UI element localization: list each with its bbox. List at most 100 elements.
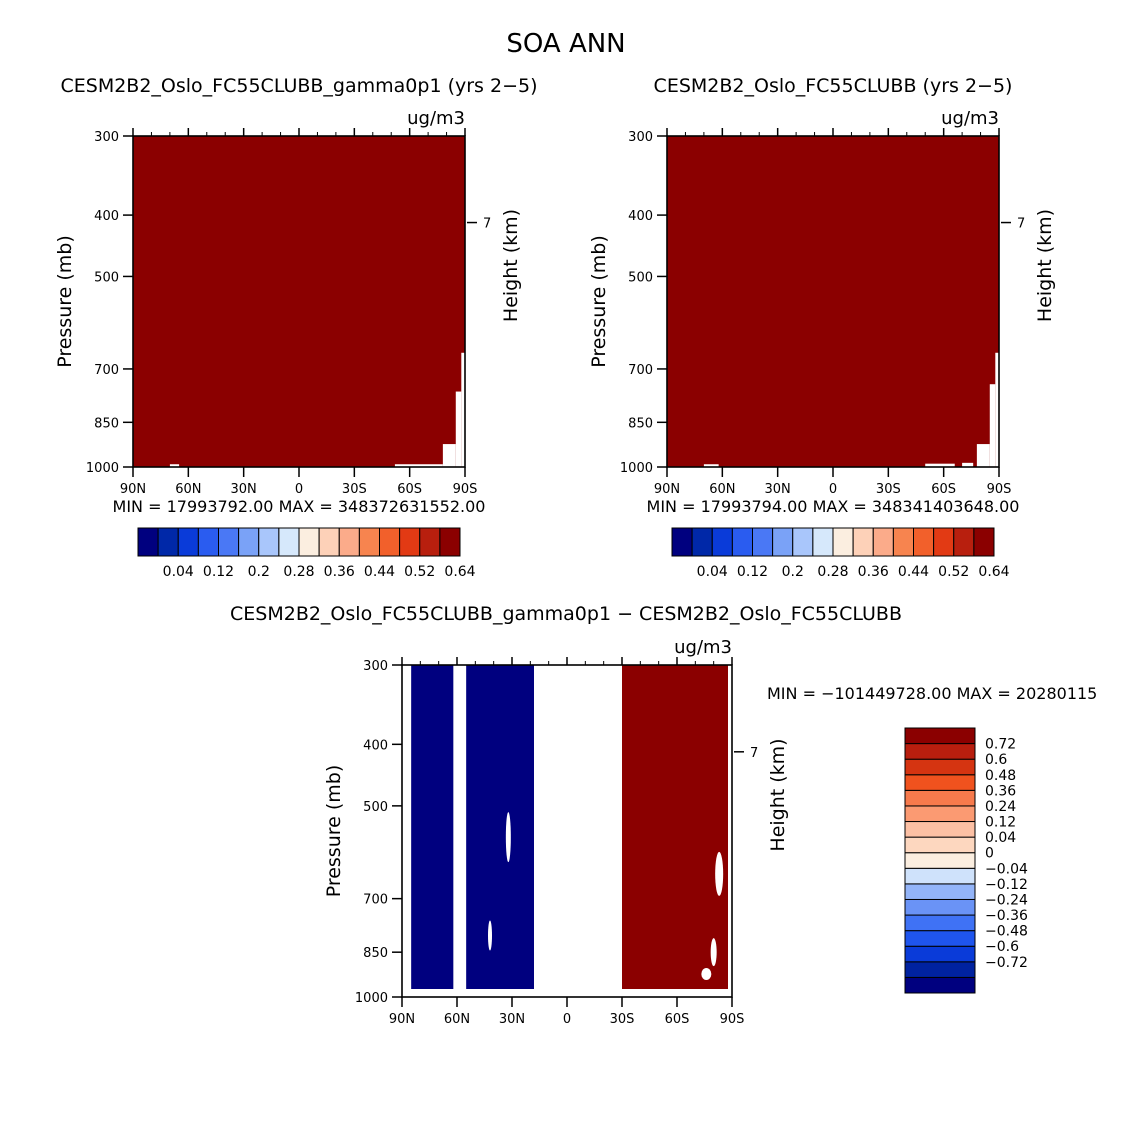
field-hole [701, 968, 712, 981]
colorbar-box [772, 527, 794, 557]
colorbar-box [904, 774, 976, 791]
positive-band [622, 665, 728, 989]
x-tick-label: 0 [829, 482, 837, 497]
colorbar-label: 0.44 [364, 564, 395, 580]
y2-axis-label: Height (km) [500, 209, 522, 322]
units-label: ug/m3 [674, 637, 732, 658]
colorbar-label: −0.6 [985, 939, 1019, 955]
field-fill [667, 136, 999, 467]
colorbar-box [439, 527, 461, 557]
colorbar-label: 0.64 [444, 564, 475, 580]
field-gap [442, 444, 456, 467]
x-tick-label: 30N [499, 1012, 525, 1027]
x-tick-label: 60S [397, 482, 422, 497]
colorbar-box [904, 898, 976, 916]
y2-axis-label: Height (km) [1034, 209, 1056, 322]
colorbar-label: 0 [985, 846, 994, 862]
colorbar-label: 0.04 [985, 830, 1016, 846]
panel-control: CESM2B2_Oslo_FC55CLUBB (yrs 2−5) ug/m3 300… [588, 75, 1056, 580]
x-tick-label: 30N [231, 482, 257, 497]
y-tick-label: 500 [628, 270, 653, 285]
y-tick-label: 500 [363, 800, 388, 815]
y-tick-label: 300 [94, 130, 119, 145]
colorbar-box [671, 527, 693, 557]
y-axis-label: Pressure (mb) [54, 235, 76, 368]
field-hole [454, 786, 460, 847]
field-gap [703, 464, 719, 467]
colorbar-box [358, 527, 380, 557]
y-tick-label: 500 [94, 270, 119, 285]
min-max-label: MIN = 17993792.00 MAX = 348372631552.00 [113, 497, 486, 516]
field-gap [455, 391, 462, 467]
x-tick-label: 60S [931, 482, 956, 497]
colorbar-label: 0.44 [898, 564, 929, 580]
colorbar-label: 0.6 [985, 752, 1007, 768]
negative-band [466, 665, 534, 989]
colorbar-box [904, 945, 976, 963]
units-label: ug/m3 [941, 108, 999, 129]
x-tick-label: 90N [654, 482, 680, 497]
colorbar-label: 0.12 [985, 815, 1016, 831]
y-axis-label: Pressure (mb) [588, 235, 610, 368]
x-tick-label: 90N [120, 482, 146, 497]
colorbar-box [338, 527, 360, 557]
colorbar-label: 0.12 [203, 564, 234, 580]
y-axis-label: Pressure (mb) [323, 765, 345, 898]
y-tick-label: 300 [363, 659, 388, 674]
colorbar-label: 0.72 [985, 737, 1016, 753]
colorbar-box [892, 527, 914, 557]
field-hole [505, 812, 511, 863]
colorbar-box [278, 527, 300, 557]
colorbar-label: 0.36 [858, 564, 889, 580]
x-tick-label: 90S [720, 1012, 745, 1027]
x-tick-label: 60S [665, 1012, 690, 1027]
x-tick-label: 30S [342, 482, 367, 497]
x-tick-label: 60N [444, 1012, 470, 1027]
field-hole [715, 851, 724, 896]
colorbar-label: 0.24 [985, 799, 1016, 815]
y-tick-label: 400 [628, 209, 653, 224]
y-tick-label: 1000 [620, 461, 653, 476]
y-tick-label: 400 [94, 209, 119, 224]
colorbar-box [872, 527, 894, 557]
y-tick-label: 400 [363, 738, 388, 753]
y-tick-label: 850 [363, 946, 388, 961]
colorbar-box [379, 527, 401, 557]
colorbar-label: 0.2 [248, 564, 270, 580]
right-tick-label: 7 [483, 217, 491, 232]
colorbar-box [904, 867, 976, 885]
colorbar-label: 0.28 [283, 564, 314, 580]
colorbar-label: 0.2 [782, 564, 804, 580]
colorbar-box [137, 527, 159, 557]
colorbar-box [913, 527, 935, 557]
field-gap [461, 352, 465, 467]
y-tick-label: 1000 [86, 461, 119, 476]
colorbar-box [218, 527, 240, 557]
y-tick-label: 700 [363, 893, 388, 908]
colorbar-box [904, 727, 976, 745]
field-gap [976, 444, 990, 467]
x-tick-label: 30S [876, 482, 901, 497]
min-max-label: MIN = −101449728.00 MAX = 20280115 [767, 684, 1097, 703]
colorbar-label: −0.36 [985, 908, 1028, 924]
colorbar-label: 0.28 [817, 564, 848, 580]
colorbar-box [904, 805, 976, 823]
colorbar-label: 0.64 [978, 564, 1009, 580]
colorbar-label: −0.72 [985, 955, 1028, 971]
field-gap [925, 463, 955, 467]
field-fill [133, 136, 465, 467]
x-tick-label: 90S [987, 482, 1012, 497]
colorbar-label: −0.12 [985, 877, 1028, 893]
panel-title: CESM2B2_Oslo_FC55CLUBB_gamma0p1 (yrs 2−5… [60, 75, 537, 97]
colorbar-box [904, 743, 976, 760]
colorbar-box [904, 758, 976, 776]
figure-title: SOA ANN [506, 29, 625, 59]
y-tick-label: 300 [628, 130, 653, 145]
colorbar-box [832, 527, 854, 557]
min-max-label: MIN = 17993794.00 MAX = 348341403648.00 [647, 497, 1020, 516]
colorbar-label: −0.24 [985, 892, 1028, 908]
field-gap [962, 462, 974, 467]
colorbar-box [419, 527, 441, 557]
colorbar-box [792, 527, 814, 557]
